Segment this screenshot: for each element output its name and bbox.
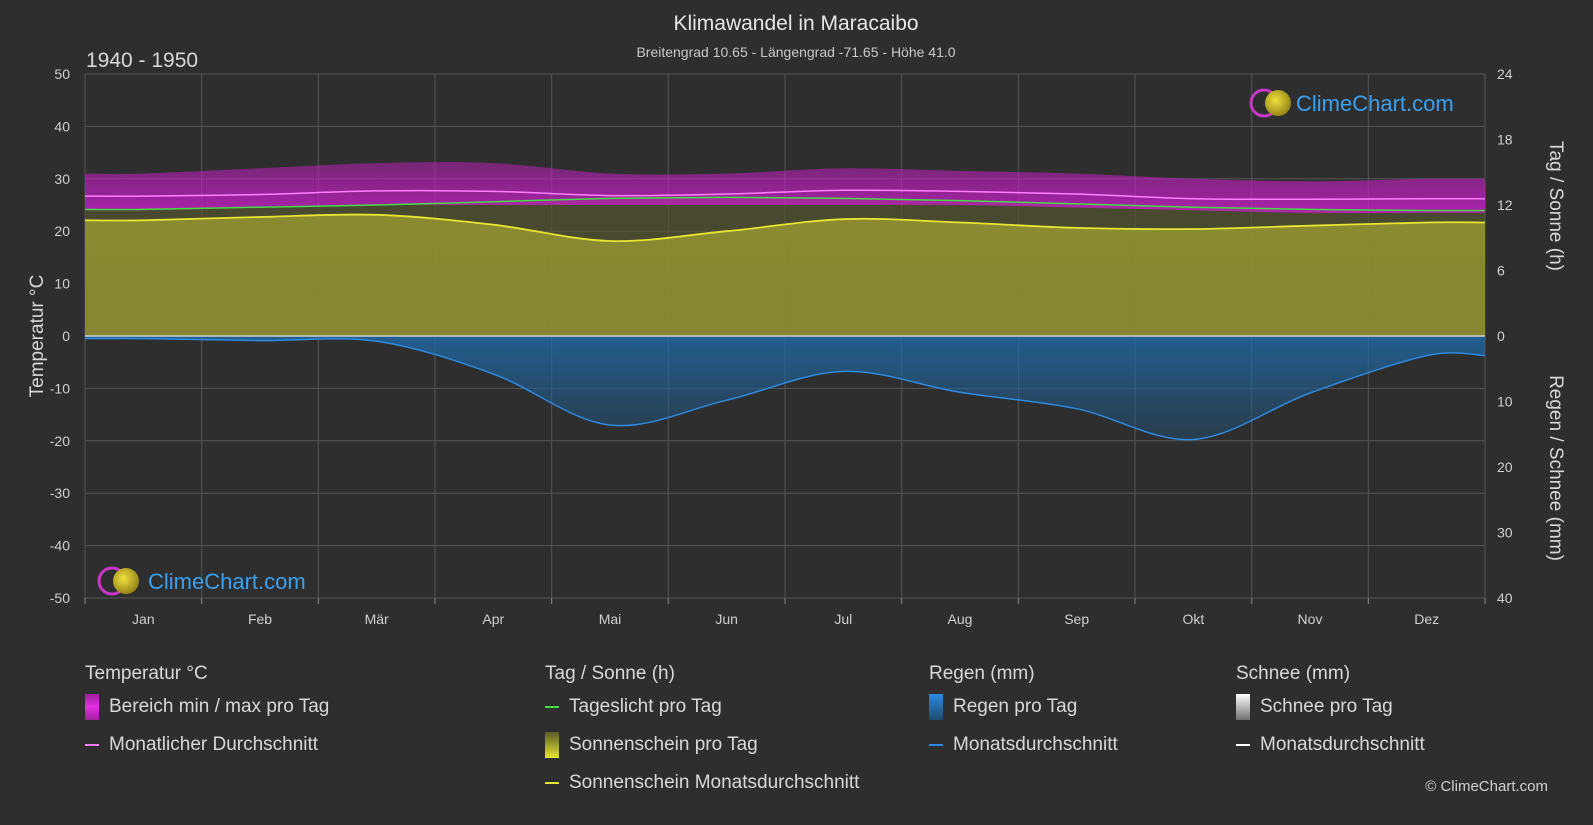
brand-logo-bottom: ClimeChart.com bbox=[97, 566, 306, 596]
legend-item-temp-avg: Monatlicher Durchschnitt bbox=[85, 726, 329, 764]
legend-label: Monatsdurchschnitt bbox=[953, 734, 1118, 755]
y-right-top-tick-label: 0 bbox=[1497, 328, 1505, 344]
snow-avg-swatch bbox=[1236, 744, 1250, 746]
legend-label: Monatlicher Durchschnitt bbox=[109, 734, 319, 755]
x-tick-label: Okt bbox=[1182, 611, 1204, 627]
daylight-line bbox=[84, 196, 1486, 212]
copyright: © ClimeChart.com bbox=[1425, 778, 1548, 795]
y-right-top-tick-label: 18 bbox=[1497, 132, 1513, 148]
legend-rain: Regen (mm) Regen pro Tag Monatsdurchschn… bbox=[929, 660, 1118, 764]
axes: 50 40 30 20 10 0 -10 -20 -30 -40 -50 24 18 12 6 0 10 20 30… bbox=[50, 66, 1513, 627]
x-tick-label: Sep bbox=[1064, 611, 1089, 627]
logo-text: ClimeChart.com bbox=[148, 569, 306, 594]
chart-subtitle: Breitengrad 10.65 - Längengrad -71.65 - … bbox=[636, 44, 955, 60]
sunshine-area bbox=[85, 197, 1485, 336]
x-tick-label: Mai bbox=[599, 611, 622, 627]
y-left-tick-label: -50 bbox=[50, 590, 70, 606]
y-right-top-tick-label: 6 bbox=[1497, 263, 1505, 279]
series-lines bbox=[84, 189, 1486, 441]
daylight-swatch bbox=[545, 706, 559, 708]
y-left-tick-label: 50 bbox=[54, 66, 70, 82]
sunshine-avg-line bbox=[84, 213, 1486, 243]
temp-avg-swatch bbox=[85, 744, 99, 746]
brand-logo-top: ClimeChart.com bbox=[1249, 88, 1454, 118]
legend-item-daylight: Tageslicht pro Tag bbox=[545, 688, 859, 726]
temp-range-swatch bbox=[85, 694, 99, 720]
climate-chart: Klimawandel in Maracaibo Breitengrad 10.… bbox=[27, 12, 1566, 627]
legend-label: Bereich min / max pro Tag bbox=[109, 696, 330, 717]
y-left-tick-label: 40 bbox=[54, 118, 70, 134]
y-left-axis-label: Temperatur °C bbox=[27, 275, 48, 398]
x-tick-label: Jan bbox=[132, 611, 155, 627]
legend-snow: Schnee (mm) Schnee pro Tag Monatsdurchsc… bbox=[1236, 660, 1425, 764]
legend-item-snow-day: Schnee pro Tag bbox=[1236, 688, 1425, 726]
legend-item-snow-avg: Monatsdurchschnitt bbox=[1236, 726, 1425, 764]
temperature-range-band bbox=[85, 162, 1485, 214]
y-right-top-axis-label: Tag / Sonne (h) bbox=[1545, 141, 1566, 271]
legend-label: Monatsdurchschnitt bbox=[1260, 734, 1425, 755]
x-tick-label: Nov bbox=[1298, 611, 1323, 627]
temp-avg-line bbox=[84, 189, 1486, 201]
temp-range-fill bbox=[85, 162, 1485, 214]
legend-label: Sonnenschein pro Tag bbox=[569, 734, 758, 755]
legend-snow-title: Schnee (mm) bbox=[1236, 663, 1351, 684]
x-tick-label: Apr bbox=[482, 611, 504, 627]
legend: Temperatur °C Bereich min / max pro Tag … bbox=[0, 660, 1593, 825]
rain-avg-swatch bbox=[929, 744, 943, 746]
legend-item-rain-avg: Monatsdurchschnitt bbox=[929, 726, 1118, 764]
y-right-bottom-tick-label: 40 bbox=[1497, 590, 1513, 606]
legend-rain-title: Regen (mm) bbox=[929, 663, 1035, 684]
y-right-bottom-tick-label: 20 bbox=[1497, 459, 1513, 475]
rain-area bbox=[85, 336, 1485, 440]
chart-title: Klimawandel in Maracaibo bbox=[673, 12, 918, 35]
x-tick-label: Aug bbox=[948, 611, 973, 627]
legend-sun: Tag / Sonne (h) Tageslicht pro Tag Sonne… bbox=[545, 660, 859, 802]
legend-item-rain-day: Regen pro Tag bbox=[929, 688, 1118, 726]
y-left-tick-label: 20 bbox=[54, 223, 70, 239]
y-right-top-tick-label: 24 bbox=[1497, 66, 1513, 82]
sunshine-fill bbox=[85, 214, 1485, 336]
legend-label: Tageslicht pro Tag bbox=[569, 696, 722, 717]
legend-temperature-title: Temperatur °C bbox=[85, 663, 208, 684]
x-tick-label: Feb bbox=[248, 611, 272, 627]
y-left-tick-label: 10 bbox=[54, 276, 70, 292]
period-label: 1940 - 1950 bbox=[86, 49, 198, 72]
y-right-bottom-axis-label: Regen / Schnee (mm) bbox=[1545, 375, 1566, 561]
legend-item-sunshine: Sonnenschein pro Tag bbox=[545, 726, 859, 764]
sunshine-swatch bbox=[545, 732, 559, 758]
logo-globe-icon bbox=[1265, 90, 1291, 116]
x-tick-label: Dez bbox=[1414, 611, 1439, 627]
legend-item-sunshine-avg: Sonnenschein Monatsdurchschnitt bbox=[545, 764, 859, 802]
y-right-bottom-tick-label: 10 bbox=[1497, 394, 1513, 410]
sunshine-avg-swatch bbox=[545, 782, 559, 784]
legend-label: Regen pro Tag bbox=[953, 696, 1078, 717]
legend-label: Sonnenschein Monatsdurchschnitt bbox=[569, 772, 860, 793]
rain-fill bbox=[85, 336, 1485, 440]
snow-swatch bbox=[1236, 694, 1250, 720]
y-right-bottom-tick-label: 30 bbox=[1497, 525, 1513, 541]
logo-globe-icon bbox=[113, 568, 139, 594]
legend-item-temp-range: Bereich min / max pro Tag bbox=[85, 688, 329, 726]
y-left-tick-label: -20 bbox=[50, 433, 70, 449]
x-tick-label: Mär bbox=[365, 611, 389, 627]
y-left-tick-label: -10 bbox=[50, 380, 70, 396]
y-left-tick-label: -40 bbox=[50, 538, 70, 554]
rain-avg-line bbox=[84, 337, 1486, 441]
legend-sun-title: Tag / Sonne (h) bbox=[545, 663, 675, 684]
y-left-tick-label: -30 bbox=[50, 485, 70, 501]
rain-swatch bbox=[929, 694, 943, 720]
x-tick-label: Jun bbox=[715, 611, 738, 627]
y-left-tick-label: 0 bbox=[62, 328, 70, 344]
x-tick-label: Jul bbox=[834, 611, 852, 627]
logo-text: ClimeChart.com bbox=[1296, 91, 1454, 116]
legend-temperature: Temperatur °C Bereich min / max pro Tag … bbox=[85, 660, 329, 764]
y-right-top-tick-label: 12 bbox=[1497, 197, 1513, 213]
y-left-tick-label: 30 bbox=[54, 171, 70, 187]
legend-label: Schnee pro Tag bbox=[1260, 696, 1393, 717]
